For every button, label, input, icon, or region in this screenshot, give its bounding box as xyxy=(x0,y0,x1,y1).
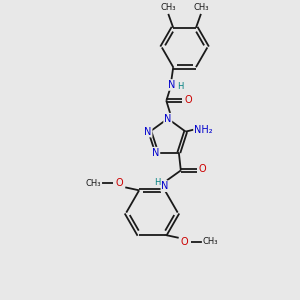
Text: N: N xyxy=(152,148,160,158)
Text: CH₃: CH₃ xyxy=(202,237,218,246)
Text: O: O xyxy=(181,237,188,247)
Text: NH₂: NH₂ xyxy=(194,125,213,135)
Text: CH₃: CH₃ xyxy=(86,179,101,188)
Text: N: N xyxy=(144,127,152,136)
Text: O: O xyxy=(184,95,192,105)
Text: O: O xyxy=(199,164,206,174)
Text: O: O xyxy=(116,178,123,188)
Text: N: N xyxy=(164,114,172,124)
Text: CH₃: CH₃ xyxy=(160,2,176,11)
Text: H: H xyxy=(154,178,160,187)
Text: CH₃: CH₃ xyxy=(193,2,209,11)
Text: N: N xyxy=(168,80,175,90)
Text: H: H xyxy=(177,82,183,91)
Text: N: N xyxy=(161,181,169,191)
